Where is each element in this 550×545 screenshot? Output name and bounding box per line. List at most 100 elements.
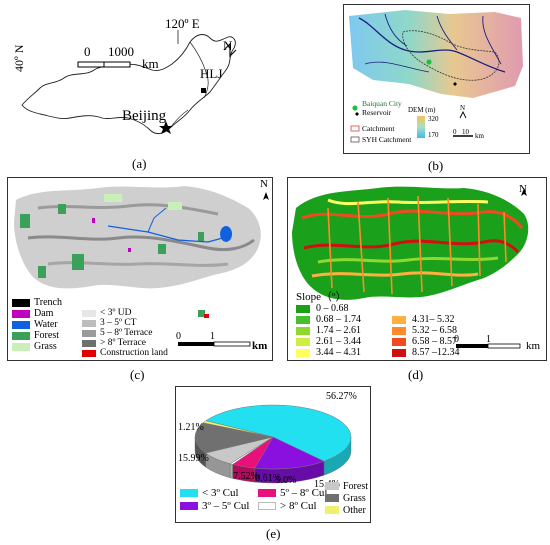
pie-data-label: 7.52% (233, 471, 259, 482)
pie-slice (205, 404, 352, 462)
legend-label: 5 – 8º Terrace (100, 328, 153, 338)
pie-legend-left: < 3º Cul 3º – 5º Cul (180, 486, 249, 512)
legend-label: Trench (34, 297, 62, 308)
pie-data-label: 15.99% (178, 453, 209, 464)
legend-swatch (296, 326, 310, 335)
legend-swatch (296, 348, 310, 357)
pie-slice (254, 436, 325, 470)
slope-legend-right: 4.31– 5.32 5.32 – 6.58 6.58 – 8.57 8.57 … (392, 314, 460, 358)
dem-high: 320 (428, 115, 439, 123)
scale-value: 1 (486, 334, 491, 345)
legend-label: 5.32 – 6.58 (412, 325, 457, 336)
legend-label: 2.61 – 3.44 (316, 336, 361, 347)
legend-item: < 3º UD (82, 308, 168, 318)
north-label: N (223, 38, 233, 53)
legend-swatch (296, 304, 310, 313)
pie-depth (194, 436, 352, 484)
scale-zero: 0 (454, 334, 459, 345)
scale-unit: km (142, 56, 159, 71)
legend-item: Grass (12, 341, 62, 352)
legend-swatch (180, 488, 198, 497)
legend-item: 8.57 –12.34 (392, 347, 460, 358)
scale-unit: km (526, 340, 541, 352)
legend-item: 5º – 8º Cul (258, 486, 327, 499)
legend-label: 1.74 – 2.61 (316, 325, 361, 336)
pie-data-label: 56.27% (326, 391, 357, 402)
landuse-map (14, 186, 269, 347)
legend-label: 5º – 8º Cul (280, 486, 328, 499)
panel-label-b: (b) (428, 158, 444, 173)
legend-label: > 8º Terrace (100, 338, 146, 348)
legend-reservoir: Reservoir (362, 108, 392, 117)
legend-swatch (12, 342, 30, 351)
legend-label: 3.44 – 4.31 (316, 347, 361, 358)
legend-swatch (12, 331, 30, 340)
legend-item: 3 – 5º CT (82, 318, 168, 328)
legend-swatch (12, 298, 30, 307)
hlj-label: HLJ (200, 66, 223, 81)
legend-item: Dam (12, 308, 62, 319)
panel-label-c: (c) (130, 367, 145, 382)
pie-slices (194, 404, 352, 470)
legend-swatch (82, 319, 96, 327)
legend-label: Grass (34, 341, 57, 352)
dem-low: 170 (428, 131, 439, 139)
pie-data-label: 0.61% (255, 473, 281, 484)
landuse-legend-right: < 3º UD 3 – 5º CT 5 – 8º Terrace > 8º Te… (82, 308, 168, 358)
dem-map (349, 10, 523, 150)
scale-unit: km (252, 340, 268, 352)
panel-label-d: (d) (408, 367, 424, 382)
north-arrow-icon (521, 188, 527, 196)
north-label: N (519, 183, 527, 195)
north-label: N (260, 178, 268, 190)
scale-value: 1000 (108, 44, 134, 59)
scale-value: 1 (210, 331, 215, 342)
legend-item: Grass (325, 492, 368, 504)
legend-swatch (392, 348, 406, 357)
legend-label: 3º – 5º Cul (202, 499, 250, 512)
star-icon (159, 121, 173, 134)
scale-zero: 0 (84, 44, 91, 59)
legend-baiquan-city: Baiquan City (362, 99, 402, 108)
legend-item: Trench (12, 297, 62, 308)
north-arrow-icon (223, 42, 237, 58)
legend-swatch (325, 494, 339, 502)
legend-item: 5.32 – 6.58 (392, 325, 460, 336)
legend-label: 8.57 –12.34 (412, 347, 460, 358)
legend-label: Forest (34, 330, 59, 341)
legend-label: Water (34, 319, 58, 330)
legend-catchment: Catchment (362, 124, 395, 133)
legend-item: > 8º Cul (258, 499, 327, 512)
legend-item: 6.58 – 8.57 (392, 336, 460, 347)
legend-item: Other (325, 504, 368, 516)
legend-swatch (258, 488, 276, 497)
legend-label: < 3º UD (100, 308, 132, 318)
pie-legend-mid: 5º – 8º Cul > 8º Cul (258, 486, 327, 512)
slope-title: Slope（º） (296, 291, 347, 303)
legend-item: > 8º Terrace (82, 338, 168, 348)
legend-swatch (296, 315, 310, 324)
legend-item: 3º – 5º Cul (180, 499, 249, 512)
legend-item: 0.68 – 1.74 (296, 314, 361, 325)
pie-data-label: 1.21% (178, 422, 204, 433)
legend-label: Construction land (100, 348, 168, 358)
pie-data-label: 5.0% (276, 475, 297, 486)
legend-label: Forest (343, 480, 368, 492)
pie-chart-frame (175, 386, 371, 523)
legend-label: Other (343, 504, 366, 516)
legend-swatch (82, 349, 96, 357)
landuse-legend-left: Trench Dam Water Forest Grass (12, 297, 62, 352)
legend-label: 0 – 0.68 (316, 303, 349, 314)
legend-swatch (82, 329, 96, 337)
legend-label: > 8º Cul (280, 499, 317, 512)
dem-title: DEM (m) (408, 106, 436, 114)
legend-label: Dam (34, 308, 54, 319)
beijing-label: Beijing (122, 108, 167, 124)
pie-chart: 56.27%15.4%5.0%0.61%7.52%15.99%1.21% (178, 391, 357, 490)
dem-scale-value: 10 (462, 128, 469, 136)
latitude-label: 40º N (12, 44, 26, 72)
legend-swatch (392, 315, 406, 324)
pie-legend-right: Forest Grass Other (325, 480, 368, 516)
legend-item: Water (12, 319, 62, 330)
legend-swatch (325, 506, 339, 514)
